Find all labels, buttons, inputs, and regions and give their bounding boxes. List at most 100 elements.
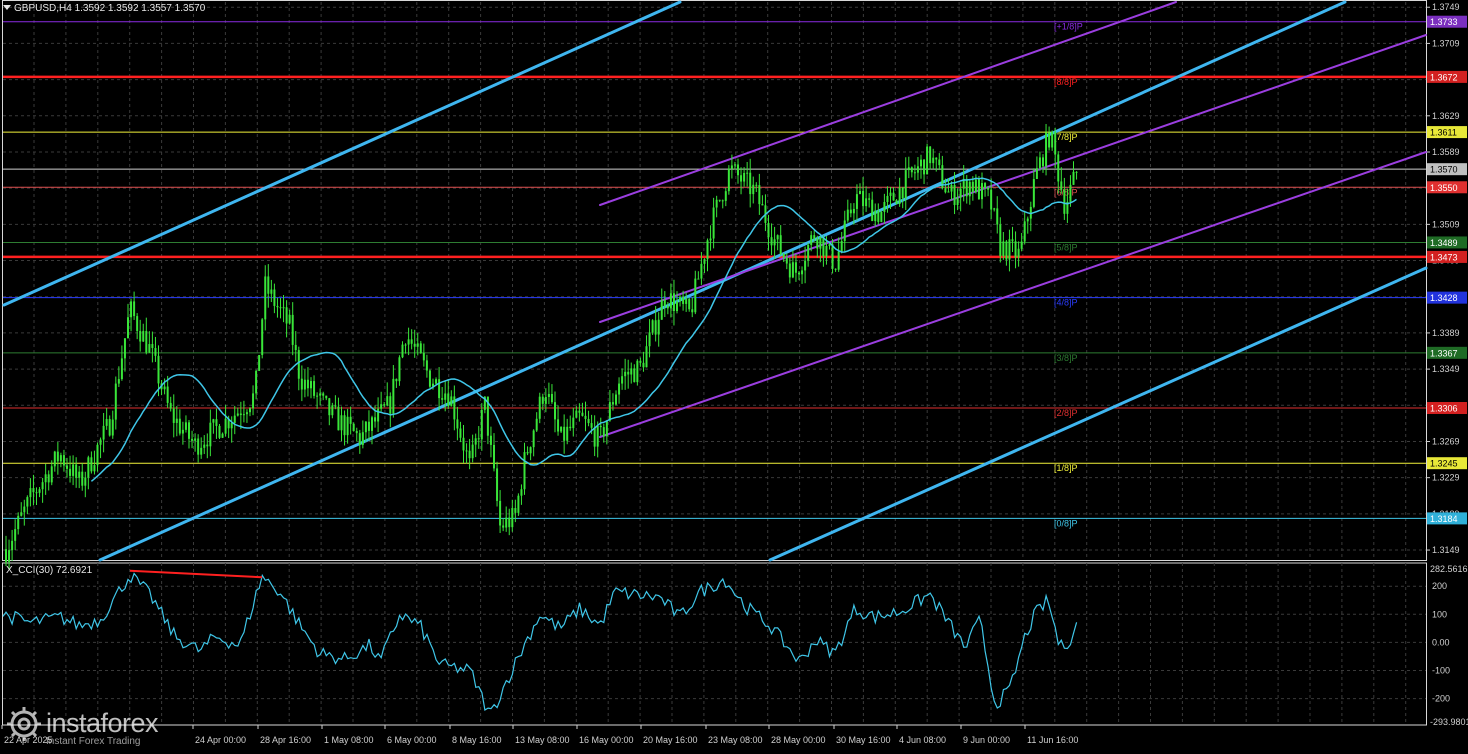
candle-body	[828, 244, 831, 246]
candle-body	[456, 419, 459, 429]
candle-body	[883, 201, 886, 212]
candle-body	[953, 184, 956, 206]
time-axis-label: 22 Apr 2025	[4, 735, 53, 745]
candle-body	[441, 398, 444, 400]
candle-body	[529, 447, 532, 454]
candle-body	[438, 379, 441, 399]
candle-body	[148, 344, 151, 353]
candle-body	[56, 451, 59, 462]
candle-body	[41, 482, 44, 490]
candle-body	[1045, 132, 1048, 167]
candle-body	[816, 238, 819, 249]
candle-body	[587, 418, 590, 424]
candle-body	[1048, 132, 1051, 148]
candle-body	[316, 395, 319, 397]
candle-body	[971, 181, 974, 192]
candle-body	[740, 175, 743, 182]
candle-body	[843, 220, 846, 242]
candle-body	[639, 360, 642, 363]
candle-body	[871, 199, 874, 222]
time-axis-label: 6 May 00:00	[387, 735, 437, 745]
candle-body	[679, 296, 682, 302]
candle-body	[474, 438, 477, 445]
candle-body	[608, 402, 611, 421]
candle-body	[526, 452, 529, 454]
candle-body	[575, 410, 578, 418]
channel-mid-blue	[98, 0, 1347, 562]
candle-body	[1063, 189, 1066, 214]
candle-body	[496, 468, 499, 501]
candle-body	[920, 159, 922, 167]
candle-body	[157, 355, 160, 384]
candle-body	[224, 418, 227, 434]
grid-lines	[3, 2, 1426, 725]
candle-body	[23, 506, 26, 513]
candle-body	[14, 529, 17, 541]
candle-body	[294, 344, 297, 351]
candle-body	[493, 444, 495, 469]
candle-body	[831, 244, 834, 269]
candle-body	[855, 194, 858, 209]
candle-body	[1035, 168, 1038, 180]
candle-body	[81, 471, 84, 486]
candle-body	[615, 394, 617, 405]
indicator-axis-top: 282.5616	[1430, 564, 1468, 574]
candle-body	[29, 488, 32, 498]
candle-body	[651, 320, 654, 333]
candle-body	[26, 497, 29, 507]
candle-body	[303, 379, 306, 390]
candle-body	[785, 257, 788, 264]
candle-body	[993, 208, 996, 210]
candle-body	[834, 268, 837, 270]
candle-body	[700, 263, 703, 279]
channel-violet-top	[599, 1, 1177, 206]
time-axis-label: 13 May 08:00	[515, 735, 570, 745]
candle-body	[706, 240, 709, 260]
level-murrey-label: [1/8]P	[1054, 463, 1078, 473]
indicator-title: X_CCI(30) 72.6921	[6, 565, 93, 576]
candle-body	[950, 184, 953, 192]
candle-body	[633, 368, 636, 383]
candle-body	[325, 395, 328, 399]
price-label-text: 1.3473	[1430, 252, 1458, 262]
candle-body	[276, 305, 279, 308]
candle-body	[297, 350, 300, 379]
candle-body	[877, 210, 880, 222]
candle-body	[645, 346, 648, 368]
candle-body	[880, 211, 883, 222]
candle-body	[941, 165, 944, 189]
candle-body	[782, 254, 785, 258]
time-axis-label: 20 May 16:00	[643, 735, 698, 745]
price-label-box	[1427, 250, 1467, 263]
price-label-text: 1.3489	[1430, 238, 1458, 248]
candle-body	[859, 191, 861, 195]
candle-body	[752, 184, 755, 195]
candle-body	[1026, 218, 1029, 222]
candle-body	[447, 393, 450, 407]
main-pane-frame	[2, 0, 1427, 561]
candle-body	[672, 293, 675, 312]
candle-body	[184, 422, 187, 430]
candle-body	[733, 164, 736, 166]
candle-body	[486, 396, 489, 436]
price-label-text: 1.3367	[1430, 348, 1458, 358]
candle-body	[865, 198, 868, 207]
candle-body	[676, 301, 678, 312]
candle-body	[477, 438, 480, 440]
candle-body	[852, 208, 855, 214]
symbol-dropdown-icon[interactable]	[3, 5, 11, 10]
candle-body	[627, 371, 630, 375]
candle-body	[270, 289, 273, 294]
candle-body	[245, 412, 248, 415]
candle-body	[102, 425, 105, 440]
candle-body	[584, 415, 587, 419]
candle-body	[75, 464, 78, 478]
watermark-tagline: Instant Forex Trading	[46, 736, 141, 747]
candle-body	[1072, 171, 1075, 185]
candle-body	[206, 444, 209, 447]
candle-body	[825, 245, 828, 257]
candle-body	[163, 386, 166, 390]
candle-body	[355, 430, 358, 434]
